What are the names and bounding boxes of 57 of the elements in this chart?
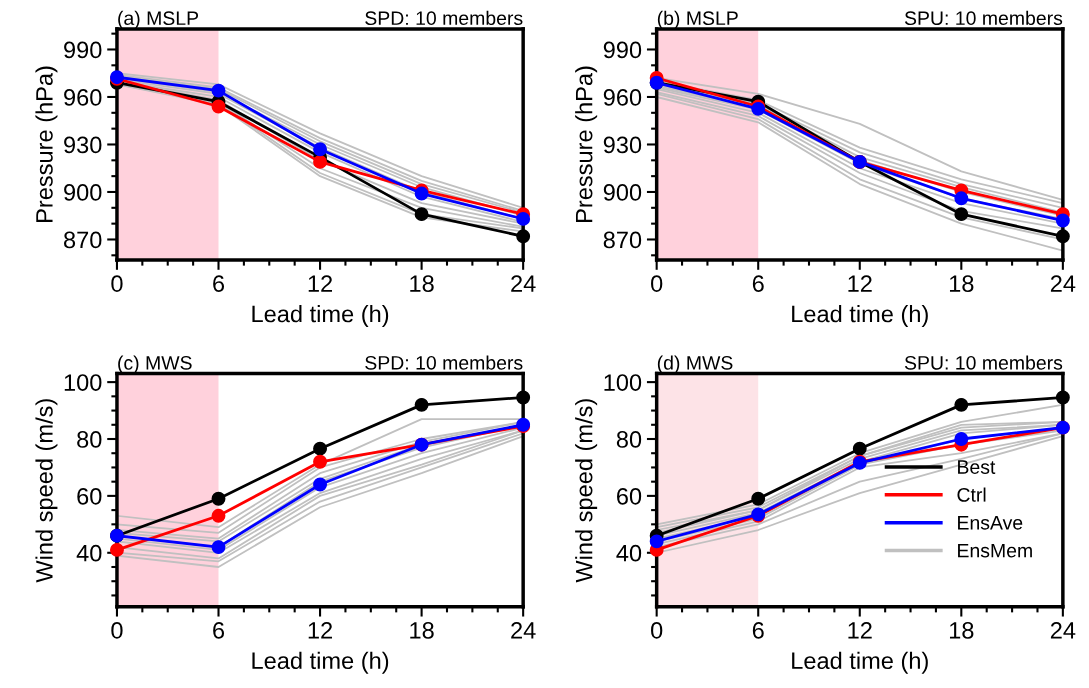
legend-label: EnsAve bbox=[958, 516, 1023, 530]
y-tick-label: 900 bbox=[64, 184, 102, 201]
y-tick-label: 930 bbox=[64, 136, 102, 154]
y-tick-label: 40 bbox=[76, 544, 102, 562]
y-tick-label: 60 bbox=[617, 487, 642, 505]
x-tick-label: 6 bbox=[213, 622, 225, 639]
y-axis-title: Wind speed (m/s) bbox=[575, 399, 598, 583]
x-tick-label: 0 bbox=[651, 622, 663, 639]
y-tick-label: 870 bbox=[603, 231, 642, 249]
y-tick-label: 990 bbox=[64, 41, 102, 59]
x-axis-title: Lead time (h) bbox=[792, 304, 928, 327]
chart-subtitle: SPU: 10 members bbox=[904, 10, 1063, 26]
x-tick-label: 0 bbox=[111, 275, 123, 292]
y-tick-label: 60 bbox=[77, 487, 102, 505]
x-tick-label: 18 bbox=[410, 275, 434, 292]
x-tick-label: 18 bbox=[949, 622, 974, 639]
x-tick-label: 0 bbox=[111, 622, 123, 639]
x-tick-label: 6 bbox=[752, 275, 764, 292]
legend-label: Best bbox=[958, 460, 996, 474]
x-tick-label: 18 bbox=[949, 275, 974, 292]
y-axis-title: Wind speed (m/s) bbox=[35, 399, 58, 583]
y-tick-label: 80 bbox=[616, 431, 642, 448]
chart-subtitle: SPD: 10 members bbox=[365, 355, 523, 370]
x-tick-label: 24 bbox=[1050, 275, 1076, 292]
chart-title: (d) MWS bbox=[657, 355, 733, 374]
x-tick-label: 12 bbox=[848, 275, 872, 292]
chart-title: (b) MSLP bbox=[657, 10, 738, 29]
x-tick-label: 12 bbox=[308, 622, 332, 639]
y-axis-title: Pressure (hPa) bbox=[575, 66, 598, 222]
x-tick-label: 24 bbox=[1050, 622, 1076, 639]
x-tick-label: 6 bbox=[213, 275, 225, 292]
x-tick-label: 18 bbox=[410, 622, 434, 639]
y-tick-label: 990 bbox=[603, 41, 642, 59]
x-axis-title: Lead time (h) bbox=[252, 304, 389, 327]
chart-title: (a) MSLP bbox=[118, 10, 199, 29]
x-axis-title: Lead time (h) bbox=[792, 651, 928, 674]
y-tick-label: 870 bbox=[64, 231, 102, 249]
y-tick-label: 80 bbox=[77, 431, 102, 448]
legend-label: EnsMem bbox=[958, 543, 1032, 558]
x-tick-label: 12 bbox=[848, 622, 872, 639]
y-tick-label: 100 bbox=[64, 374, 102, 391]
y-tick-label: 960 bbox=[64, 89, 102, 106]
y-tick-label: 960 bbox=[603, 89, 642, 106]
y-tick-label: 900 bbox=[603, 184, 642, 201]
y-tick-label: 930 bbox=[603, 136, 642, 154]
x-tick-label: 0 bbox=[651, 275, 663, 292]
chart-subtitle: SPD: 10 members bbox=[365, 10, 523, 26]
y-tick-label: 100 bbox=[604, 374, 642, 391]
x-tick-label: 12 bbox=[308, 275, 332, 292]
legend-label: Ctrl bbox=[957, 487, 986, 502]
x-tick-label: 24 bbox=[511, 275, 536, 292]
chart-subtitle: SPU: 10 members bbox=[904, 355, 1063, 370]
x-tick-label: 6 bbox=[752, 622, 764, 639]
x-tick-label: 24 bbox=[511, 622, 536, 639]
y-tick-label: 40 bbox=[616, 544, 642, 562]
y-axis-title: Pressure (hPa) bbox=[35, 66, 58, 222]
x-axis-title: Lead time (h) bbox=[252, 651, 389, 674]
